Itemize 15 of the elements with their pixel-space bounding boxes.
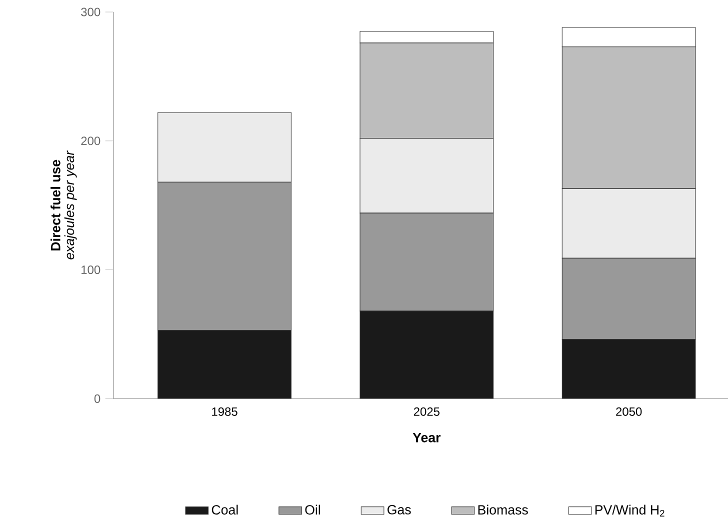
y-tick-label: 0 (94, 394, 100, 403)
text: exajoules per year (64, 150, 77, 260)
legend-label: Biomass (478, 504, 528, 514)
y-tick-label: 100 (82, 265, 100, 274)
legend-label: Oil (305, 504, 320, 514)
legend-label: PV/Wind H$_{2}$ (595, 504, 664, 516)
x-axis-title: Year (412, 432, 441, 442)
y-tick-label: 200 (81, 136, 100, 145)
x-tick-label: 1985 (212, 407, 238, 416)
legend-label: Coal (212, 504, 238, 514)
x-tick-label: 2025 (414, 407, 440, 416)
x-tick-label: 2050 (616, 407, 642, 416)
legend-label: Gas (388, 504, 411, 514)
y-tick-label: 300 (81, 8, 100, 16)
y-axis-title: Direct fuel use (50, 160, 60, 250)
